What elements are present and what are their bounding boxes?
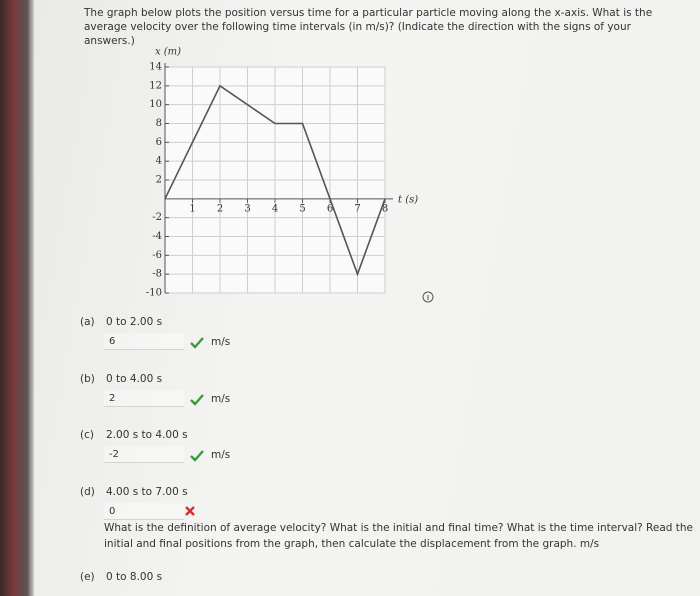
part-interval: 0 to 2.00 s (106, 316, 163, 328)
x-tick-label: 6 (327, 203, 333, 214)
position-line (164, 84, 386, 277)
part-label: (b) (80, 373, 95, 385)
x-tick-label: 3 (244, 203, 250, 214)
part-label: (e) (80, 571, 95, 583)
y-tick-label: 2 (156, 175, 162, 186)
y-tick-label: -6 (152, 250, 162, 261)
x-tick-label: 4 (272, 203, 278, 214)
part-interval: 0 to 8.00 s (106, 571, 163, 583)
answer-input[interactable]: 6 (104, 333, 184, 350)
photo-edge (0, 0, 34, 596)
y-tick-label: -10 (146, 288, 162, 299)
y-tick-label: 8 (156, 118, 162, 129)
y-tick-label: 4 (156, 156, 162, 167)
y-tick-label: -2 (152, 212, 162, 223)
unit: m/s (211, 449, 231, 461)
y-tick-label: 10 (149, 99, 162, 110)
feedback: What is the definition of average veloci… (104, 520, 700, 552)
part-interval: 4.00 s to 7.00 s (106, 486, 188, 498)
y-axis-label: x (m) (155, 47, 181, 58)
answer-input[interactable]: 2 (104, 390, 184, 407)
unit: m/s (211, 336, 231, 348)
info-icon[interactable] (422, 291, 434, 303)
y-tick-label: -8 (152, 269, 162, 280)
part-label: (d) (80, 486, 95, 498)
y-tick-label: -4 (152, 231, 162, 242)
wrong-icon (185, 506, 195, 516)
part-label: (c) (80, 429, 94, 441)
unit: m/s (211, 393, 231, 405)
check-icon (190, 450, 204, 462)
part-label: (a) (80, 316, 95, 328)
x-tick-label: 2 (217, 203, 223, 214)
answer-input[interactable]: -2 (104, 446, 184, 463)
check-icon (190, 337, 204, 349)
x-tick-label: 7 (354, 203, 360, 214)
y-tick-label: 14 (149, 62, 162, 73)
x-tick-label: 1 (189, 203, 195, 214)
unit: m/s (579, 538, 600, 550)
check-icon (190, 394, 204, 406)
x-tick-label: 8 (382, 203, 388, 214)
feedback-text: What is the definition of average veloci… (104, 522, 693, 550)
x-axis-label: t (s) (398, 195, 418, 206)
question-text: The graph below plots the position versu… (84, 7, 653, 47)
y-tick-label: 12 (149, 80, 162, 91)
answer-input[interactable]: 0 (104, 503, 184, 520)
part-interval: 0 to 4.00 s (106, 373, 163, 385)
y-tick-label: 6 (156, 137, 162, 148)
x-tick-label: 5 (299, 203, 305, 214)
part-interval: 2.00 s to 4.00 s (106, 429, 188, 441)
